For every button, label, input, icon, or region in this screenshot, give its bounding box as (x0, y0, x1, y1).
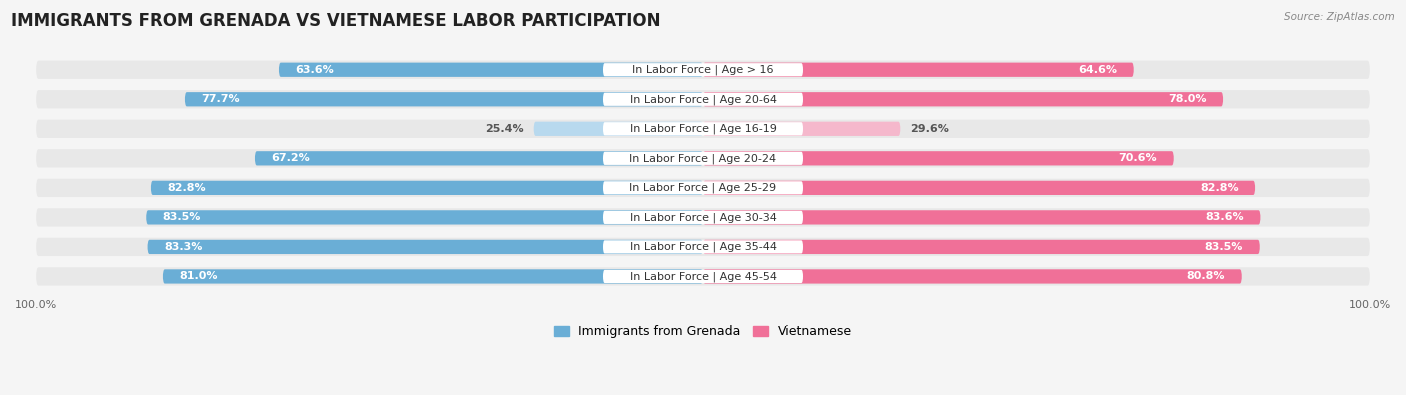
Text: 81.0%: 81.0% (180, 271, 218, 282)
FancyBboxPatch shape (37, 90, 1369, 108)
FancyBboxPatch shape (703, 240, 1260, 254)
FancyBboxPatch shape (603, 93, 803, 106)
FancyBboxPatch shape (37, 149, 1369, 167)
FancyBboxPatch shape (603, 152, 803, 165)
Legend: Immigrants from Grenada, Vietnamese: Immigrants from Grenada, Vietnamese (548, 320, 858, 343)
FancyBboxPatch shape (703, 210, 1261, 224)
Text: 70.6%: 70.6% (1119, 153, 1157, 163)
Text: In Labor Force | Age 45-54: In Labor Force | Age 45-54 (630, 271, 776, 282)
Text: 82.8%: 82.8% (167, 183, 207, 193)
FancyBboxPatch shape (37, 208, 1369, 227)
Text: In Labor Force | Age 20-64: In Labor Force | Age 20-64 (630, 94, 776, 105)
FancyBboxPatch shape (603, 181, 803, 194)
Text: IMMIGRANTS FROM GRENADA VS VIETNAMESE LABOR PARTICIPATION: IMMIGRANTS FROM GRENADA VS VIETNAMESE LA… (11, 12, 661, 30)
Text: Source: ZipAtlas.com: Source: ZipAtlas.com (1284, 12, 1395, 22)
FancyBboxPatch shape (703, 269, 1241, 284)
FancyBboxPatch shape (703, 151, 1174, 166)
Text: In Labor Force | Age 25-29: In Labor Force | Age 25-29 (630, 182, 776, 193)
FancyBboxPatch shape (37, 267, 1369, 286)
Text: In Labor Force | Age 30-34: In Labor Force | Age 30-34 (630, 212, 776, 223)
FancyBboxPatch shape (37, 179, 1369, 197)
FancyBboxPatch shape (703, 122, 900, 136)
Text: 64.6%: 64.6% (1078, 65, 1118, 75)
Text: In Labor Force | Age > 16: In Labor Force | Age > 16 (633, 64, 773, 75)
Text: In Labor Force | Age 20-24: In Labor Force | Age 20-24 (630, 153, 776, 164)
FancyBboxPatch shape (703, 92, 1223, 106)
Text: 83.3%: 83.3% (165, 242, 202, 252)
Text: 63.6%: 63.6% (295, 65, 335, 75)
FancyBboxPatch shape (148, 240, 703, 254)
Text: 77.7%: 77.7% (201, 94, 240, 104)
FancyBboxPatch shape (603, 63, 803, 76)
Text: 83.5%: 83.5% (163, 213, 201, 222)
Text: In Labor Force | Age 35-44: In Labor Force | Age 35-44 (630, 242, 776, 252)
FancyBboxPatch shape (163, 269, 703, 284)
FancyBboxPatch shape (254, 151, 703, 166)
FancyBboxPatch shape (37, 60, 1369, 79)
FancyBboxPatch shape (184, 92, 703, 106)
FancyBboxPatch shape (603, 270, 803, 283)
FancyBboxPatch shape (146, 210, 703, 224)
FancyBboxPatch shape (603, 240, 803, 254)
FancyBboxPatch shape (278, 62, 703, 77)
Text: 80.8%: 80.8% (1187, 271, 1225, 282)
Text: 83.5%: 83.5% (1205, 242, 1243, 252)
FancyBboxPatch shape (603, 211, 803, 224)
Text: 25.4%: 25.4% (485, 124, 523, 134)
Text: 82.8%: 82.8% (1199, 183, 1239, 193)
Text: 29.6%: 29.6% (911, 124, 949, 134)
Text: In Labor Force | Age 16-19: In Labor Force | Age 16-19 (630, 124, 776, 134)
FancyBboxPatch shape (603, 122, 803, 135)
FancyBboxPatch shape (534, 122, 703, 136)
FancyBboxPatch shape (703, 181, 1256, 195)
Text: 83.6%: 83.6% (1205, 213, 1244, 222)
FancyBboxPatch shape (37, 238, 1369, 256)
Text: 78.0%: 78.0% (1168, 94, 1206, 104)
Text: 67.2%: 67.2% (271, 153, 311, 163)
FancyBboxPatch shape (150, 181, 703, 195)
FancyBboxPatch shape (37, 120, 1369, 138)
FancyBboxPatch shape (703, 62, 1133, 77)
